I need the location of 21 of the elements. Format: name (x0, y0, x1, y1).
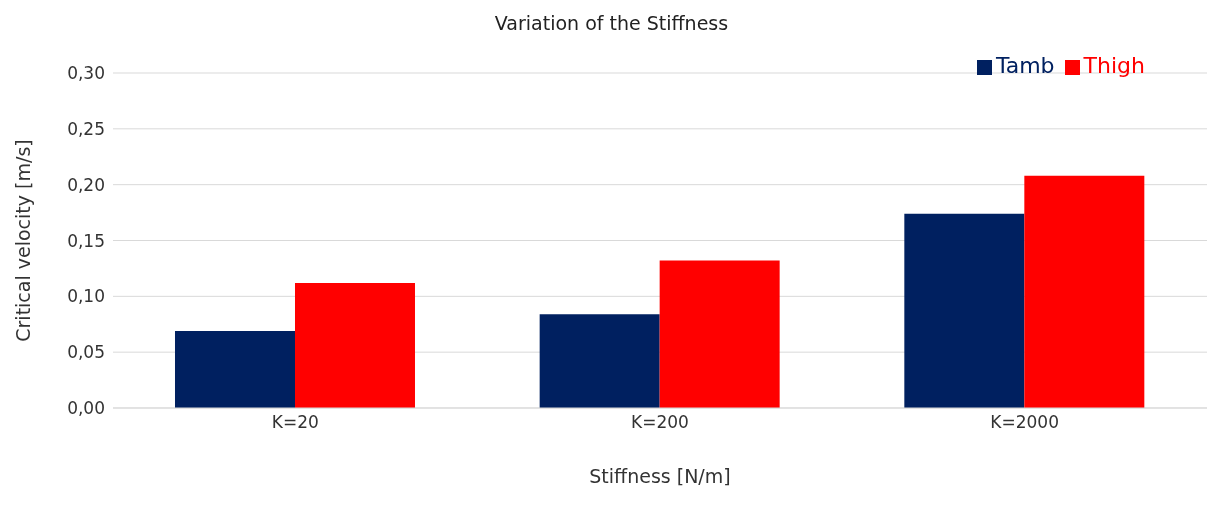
y-tick-label: 0,20 (67, 174, 105, 195)
y-tick-label: 0,00 (67, 398, 105, 419)
x-tick-label: K=200 (631, 412, 689, 433)
y-tick-label: 0,25 (67, 118, 105, 139)
bar (1024, 175, 1145, 408)
y-tick-label: 0,30 (67, 63, 105, 84)
y-tick-label: 0,10 (67, 286, 105, 307)
x-tick-label: K=2000 (990, 412, 1059, 433)
y-tick-label: 0,15 (67, 230, 105, 251)
legend-label: Tamb (995, 53, 1055, 78)
bar (539, 314, 660, 408)
x-axis-title: Stiffness [N/m] (589, 465, 731, 487)
y-axis-title: Critical velocity [m/s] (11, 139, 34, 342)
bar (659, 260, 780, 408)
legend-label: Thigh (1083, 53, 1145, 78)
chart-title: Variation of the Stiffness (493, 11, 730, 36)
x-tick-label: K=20 (271, 412, 319, 433)
bar (904, 213, 1025, 408)
y-tick-label: 0,05 (67, 342, 105, 363)
bar (174, 330, 295, 408)
bar (294, 282, 415, 408)
